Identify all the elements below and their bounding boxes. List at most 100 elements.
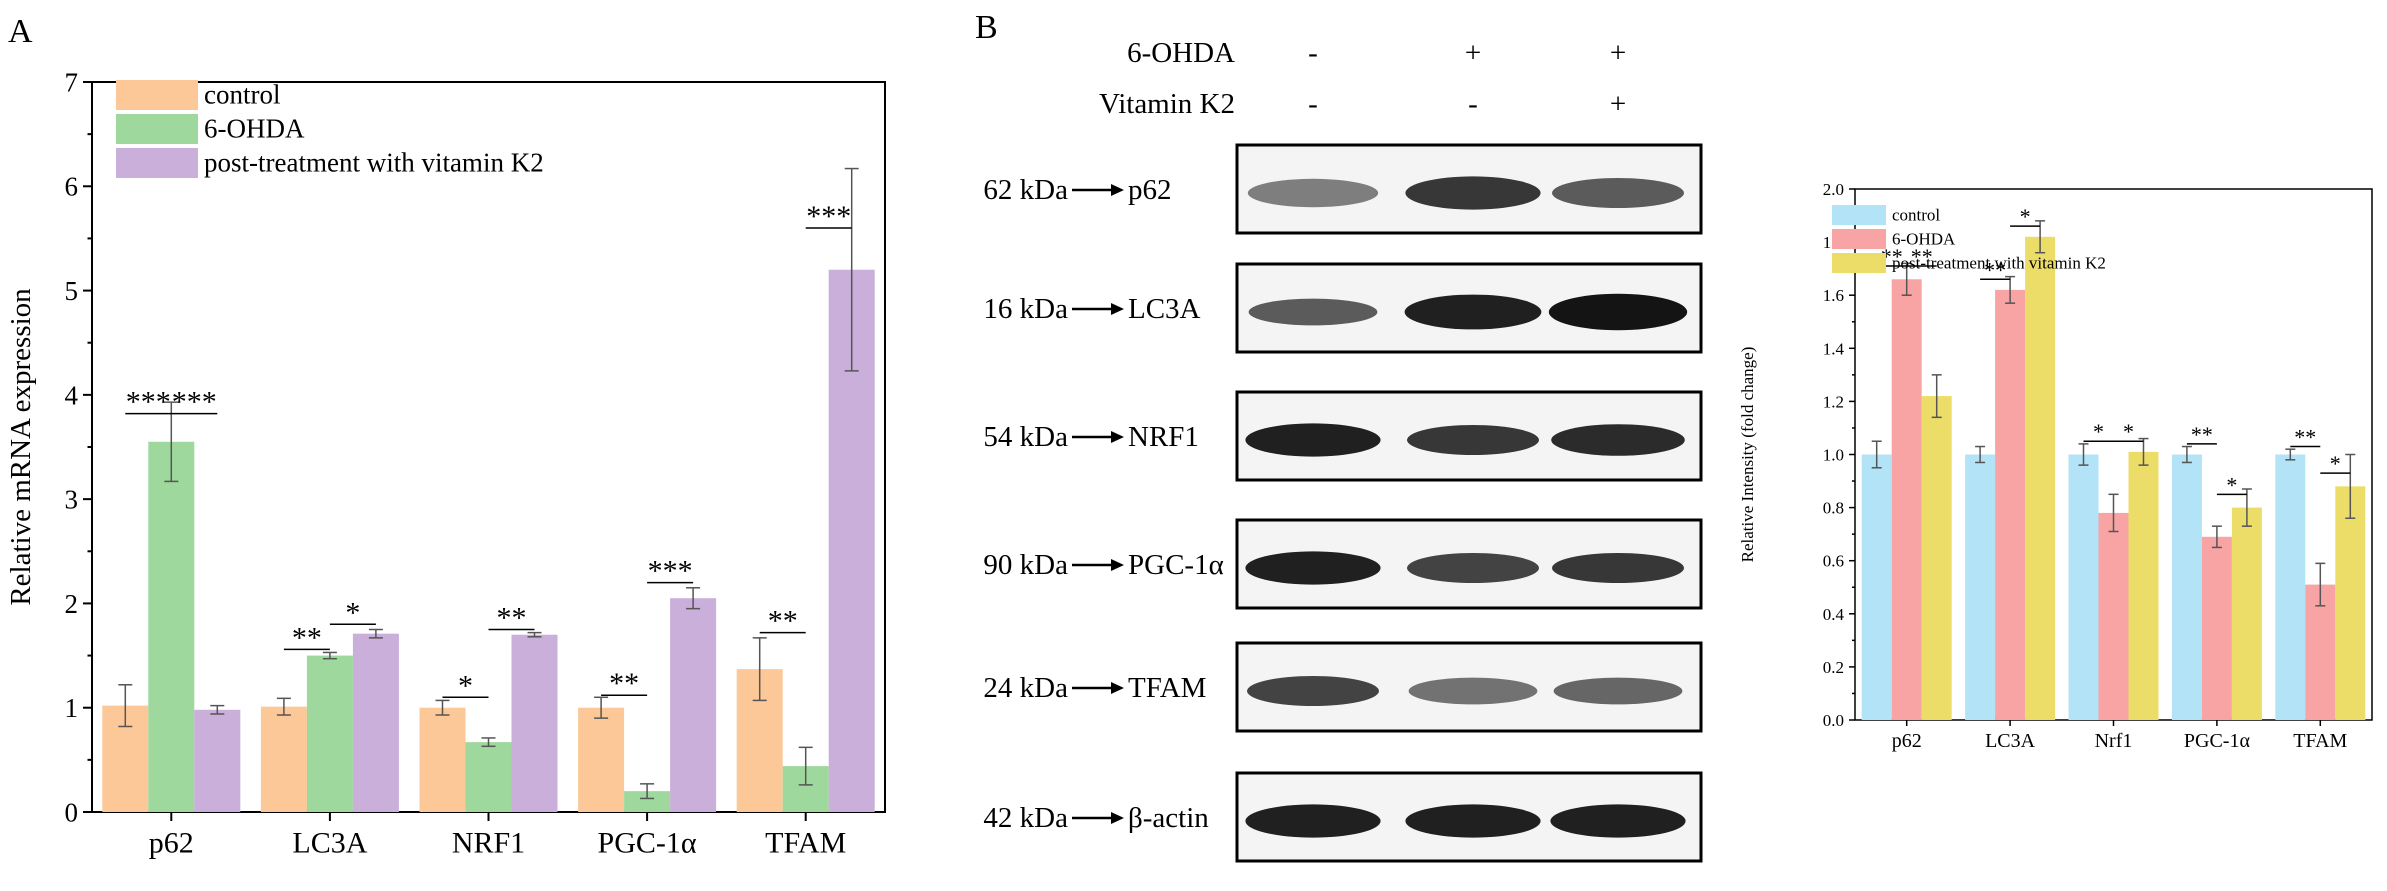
x-tick-label: Nrf1 — [2095, 730, 2133, 752]
arrow-head-icon — [1111, 812, 1124, 824]
bar — [2171, 454, 2202, 720]
treatment-label: Vitamin K2 — [1099, 88, 1235, 120]
significance-label: ** — [292, 621, 322, 654]
bar — [2275, 454, 2306, 720]
significance-label: ** — [2294, 425, 2316, 450]
arrow-head-icon — [1111, 559, 1124, 571]
significance-label: ** — [1881, 244, 1903, 269]
legend-label: control — [1892, 206, 1940, 225]
y-tick-label: 1.4 — [1823, 339, 1845, 358]
arrow-head-icon — [1111, 431, 1124, 443]
legend-label: control — [204, 79, 280, 109]
x-tick-label: p62 — [1892, 730, 1922, 752]
bar — [2231, 507, 2262, 720]
significance-label: * — [2020, 204, 2031, 229]
blot-band — [1548, 293, 1688, 331]
x-tick-label: NRF1 — [452, 827, 525, 860]
panel-label-b: B — [975, 9, 998, 46]
y-tick-label: 0.0 — [1823, 711, 1844, 730]
bar — [465, 742, 512, 812]
protein-label: NRF1 — [1128, 421, 1199, 453]
protein-label: TFAM — [1128, 672, 1206, 704]
significance-label: *** — [126, 386, 171, 419]
legend-label: 6-OHDA — [1892, 230, 1956, 249]
bar — [1921, 396, 1952, 720]
significance-label: * — [2226, 472, 2237, 497]
western-blot: 6-OHDA - + + Vitamin K2 - - +62 kDa p62 16 kDa LC3… — [983, 37, 1703, 863]
y-tick-label: 0 — [65, 797, 79, 827]
protein-label: LC3A — [1128, 293, 1201, 325]
treatment-sign: - — [1308, 88, 1318, 120]
significance-label: ** — [1911, 244, 1933, 269]
significance-label: * — [345, 596, 360, 629]
significance-label: ** — [2191, 422, 2213, 447]
y-tick-label: 4 — [65, 380, 79, 410]
bar — [1995, 289, 2026, 720]
blot-band — [1247, 178, 1379, 208]
bar — [2335, 486, 2366, 720]
blot-band — [1247, 676, 1379, 706]
kda-label: 16 kDa — [983, 293, 1068, 325]
bar — [352, 633, 399, 812]
legend-swatch — [1832, 229, 1886, 249]
legend-label: post-treatment with vitamin K2 — [204, 147, 544, 177]
significance-label: ** — [609, 667, 639, 700]
blot-band — [1552, 178, 1684, 208]
y-tick-label: 0.8 — [1823, 499, 1844, 518]
legend-label: 6-OHDA — [204, 113, 305, 143]
blot-band — [1245, 804, 1381, 838]
blot-band — [1550, 804, 1686, 838]
x-tick-label: TFAM — [2293, 730, 2347, 752]
y-tick-label: 2 — [65, 589, 79, 619]
arrow-head-icon — [1111, 682, 1124, 694]
y-tick-label: 5 — [65, 276, 79, 306]
bar — [260, 706, 307, 812]
bar — [670, 598, 717, 812]
significance-label: *** — [172, 386, 217, 419]
bar — [624, 791, 671, 812]
y-tick-label: 7 — [65, 67, 79, 97]
bar — [306, 655, 353, 812]
blot-band — [1551, 424, 1685, 456]
bar — [419, 707, 466, 812]
significance-label: * — [2093, 419, 2104, 444]
bar — [2025, 236, 2056, 721]
significance-label: ** — [768, 605, 798, 638]
bar — [2201, 536, 2232, 720]
legend-swatch — [116, 80, 198, 110]
significance-label: *** — [648, 555, 693, 588]
treatment-sign: - — [1468, 88, 1478, 120]
y-tick-label: 1.2 — [1823, 392, 1844, 411]
protein-label: PGC-1α — [1128, 549, 1224, 581]
kda-label: 24 kDa — [983, 672, 1068, 704]
x-tick-label: LC3A — [1985, 730, 2036, 752]
blot-band — [1407, 425, 1539, 455]
y-tick-label: 1.0 — [1823, 445, 1844, 464]
bar — [194, 709, 241, 812]
significance-label: ** — [497, 602, 527, 635]
kda-label: 62 kDa — [983, 174, 1068, 206]
y-tick-label: 0.2 — [1823, 658, 1844, 677]
blot-band — [1408, 677, 1538, 705]
treatment-label: 6-OHDA — [1127, 37, 1235, 69]
blot-band — [1405, 176, 1541, 210]
arrow-head-icon — [1111, 303, 1124, 315]
y-tick-label: 1 — [65, 693, 79, 723]
blot-band — [1245, 423, 1381, 457]
significance-label: * — [2123, 419, 2134, 444]
bar — [578, 707, 625, 812]
significance-label: *** — [806, 200, 851, 233]
blot-band — [1248, 298, 1378, 326]
y-tick-label: 1.6 — [1823, 286, 1844, 305]
significance-label: ** — [1984, 257, 2006, 282]
legend-label: post-treatment with vitamin K2 — [1892, 254, 2106, 273]
x-tick-label: PGC-1α — [2184, 730, 2251, 752]
legend-swatch — [116, 148, 198, 178]
y-tick-label: 2.0 — [1823, 180, 1844, 199]
y-axis-label: Relative mRNA expression — [5, 288, 37, 606]
treatment-sign: + — [1610, 88, 1626, 120]
chart-a: 0 1 2 3 4 5 6 7 Relative mRNA expression p62 LC3A N… — [5, 67, 886, 860]
bar — [2098, 512, 2129, 720]
bar — [1891, 279, 1922, 720]
treatment-sign: + — [1465, 37, 1481, 69]
